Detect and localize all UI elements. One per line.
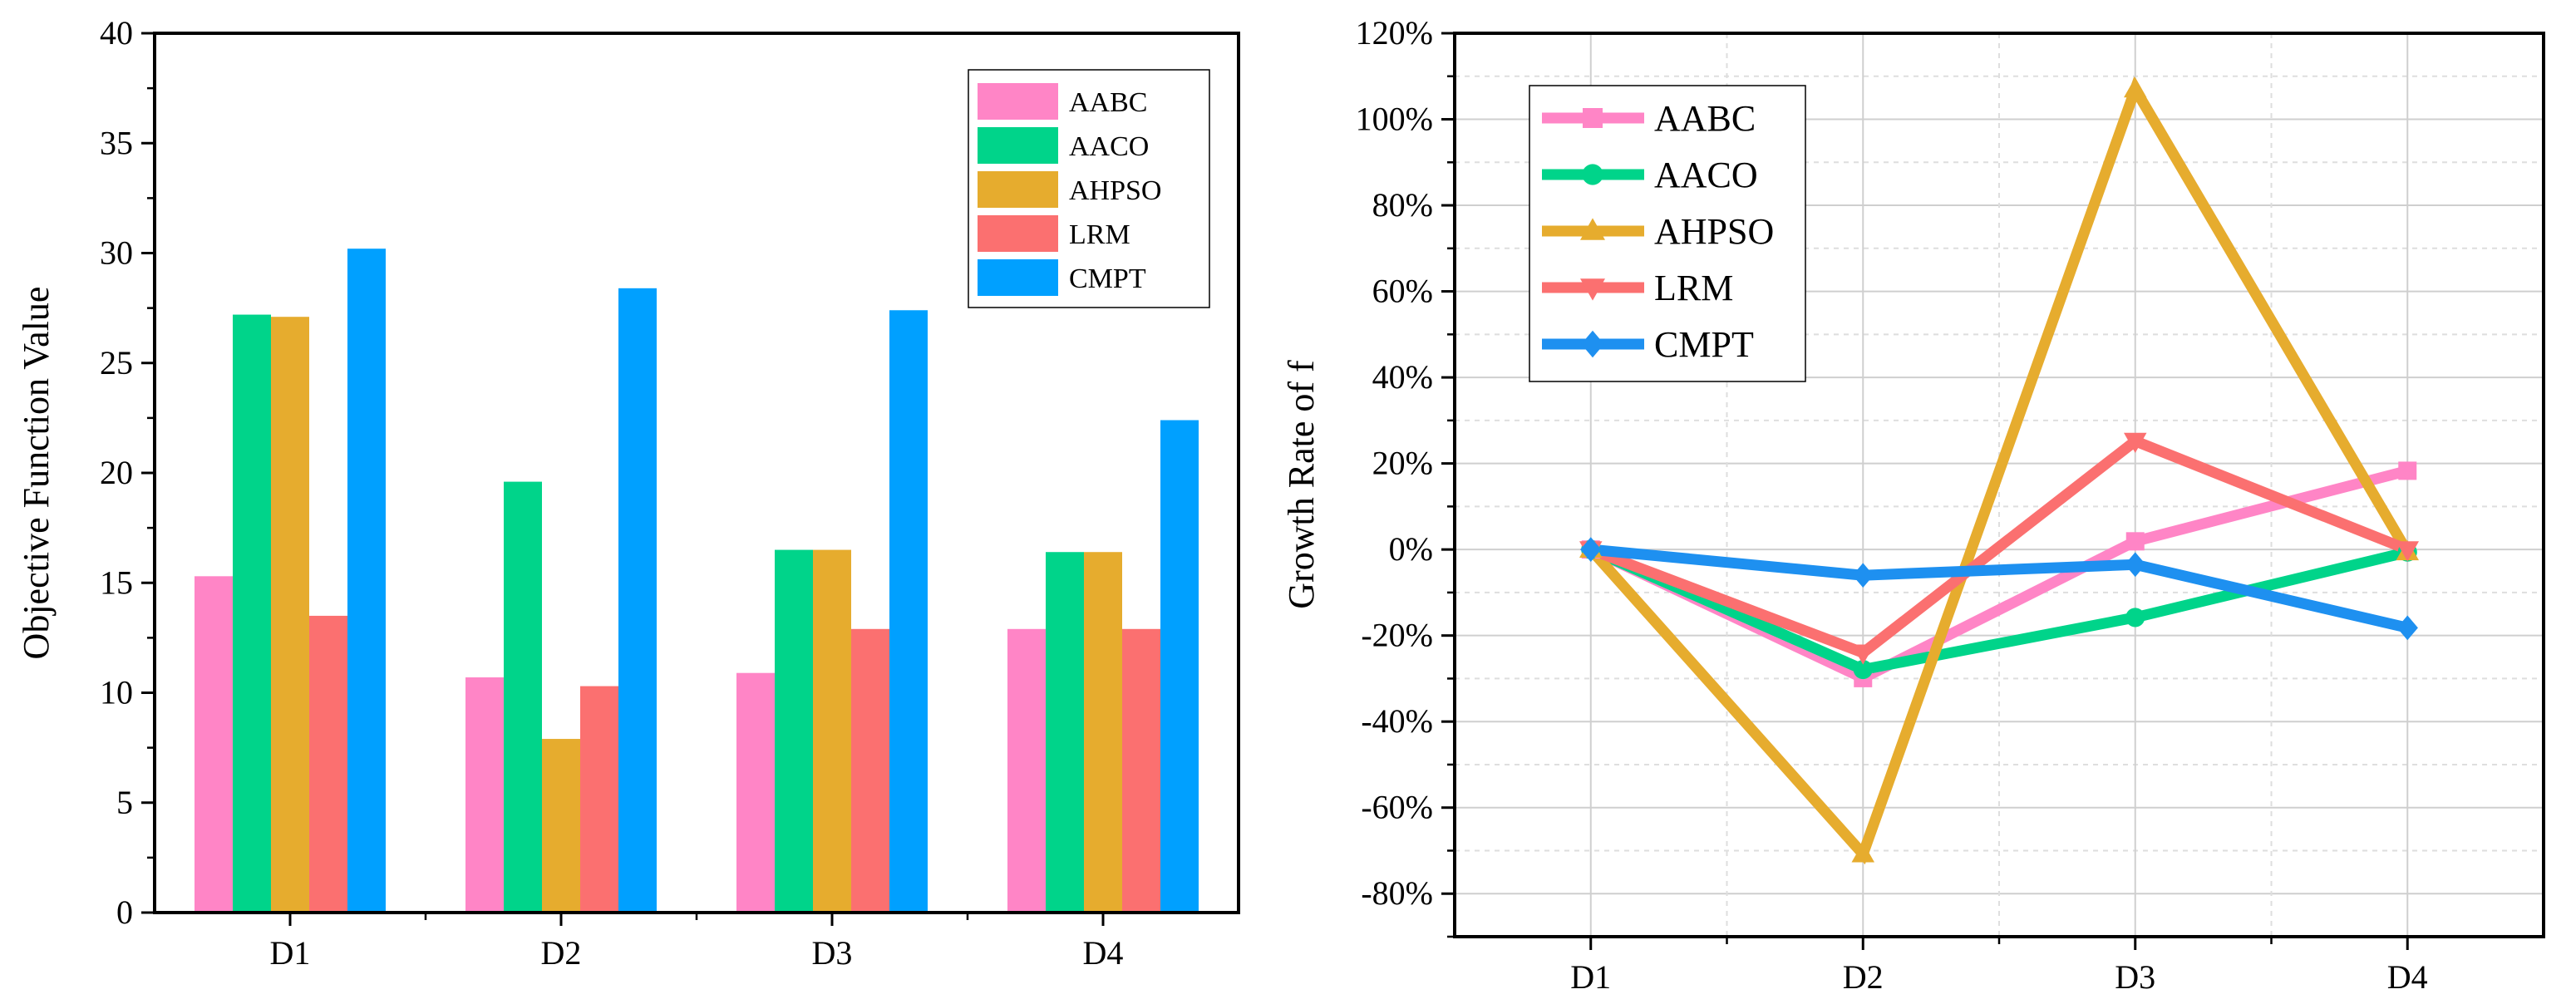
- line-x-tick-label: D4: [2387, 958, 2428, 996]
- line-series-ahpso: [1585, 76, 2413, 865]
- line-point-ahpso-d3: [2124, 76, 2147, 98]
- line-legend-label-ahpso: AHPSO: [1654, 211, 1774, 252]
- line-series-aaco: [1585, 544, 2413, 676]
- bar-legend-label-lrm: LRM: [1069, 219, 1130, 250]
- line-legend-label-aaco: AACO: [1654, 155, 1758, 195]
- bar-legend-swatch-ahpso: [978, 171, 1058, 208]
- bar-ahpso-d1: [271, 317, 309, 913]
- line-point-aaco-d3: [2125, 608, 2145, 628]
- bar-legend-swatch-lrm: [978, 215, 1058, 252]
- line-y-tick-label: 100%: [1356, 101, 1433, 138]
- line-y-axis-title: Growth Rate of f: [1281, 360, 1322, 609]
- line-y-tick-label: -60%: [1361, 789, 1433, 826]
- line-y-tick-label: -80%: [1361, 874, 1433, 912]
- bar-legend-label-aabc: AABC: [1069, 87, 1147, 118]
- line-legend-label-cmpt: CMPT: [1654, 324, 1754, 365]
- bar-aabc-d2: [465, 677, 504, 913]
- line-point-lrm-d4: [2396, 541, 2419, 562]
- line-legend-marker-ahpso: [1580, 218, 1605, 240]
- line-point-cmpt-d4: [2396, 615, 2418, 641]
- bar-x-tick-label: D1: [270, 934, 311, 972]
- bar-lrm-d1: [309, 615, 347, 913]
- bar-aaco-d2: [504, 481, 542, 913]
- line-x-tick-label: D3: [2115, 958, 2155, 996]
- bar-y-ticks: 0 5 10 15 20 25 30 35 40: [100, 14, 155, 931]
- bar-y-axis-title: Objective Function Value: [16, 287, 57, 660]
- bar-aaco-d1: [233, 314, 271, 913]
- bar-x-tick-label: D4: [1083, 934, 1124, 972]
- bar-y-tick-label: 15: [100, 564, 133, 601]
- bar-legend-swatch-cmpt: [978, 259, 1058, 296]
- bar-legend: AABC AACO AHPSO LRM CMPT: [968, 69, 1210, 308]
- line-y-tick-label: 80%: [1372, 186, 1433, 224]
- bar-cmpt-d2: [618, 288, 657, 913]
- bar-lrm-d3: [851, 628, 889, 913]
- line-point-lrm-d2: [1851, 644, 1874, 665]
- line-point-cmpt-d3: [2125, 552, 2146, 578]
- bar-series-group: [195, 249, 1199, 913]
- bar-chart: 0 5 10 15 20 25 30 35 40 D1 D2 D3 D4 Objective Func…: [16, 14, 1240, 972]
- line-point-lrm-d3: [2124, 432, 2147, 454]
- line-legend-label-lrm: LRM: [1654, 268, 1733, 308]
- bar-lrm-d2: [580, 686, 618, 913]
- line-point-cmpt-d1: [1580, 537, 1602, 562]
- bar-legend-label-aaco: AACO: [1069, 131, 1149, 162]
- line-x-tick-label: D2: [1843, 958, 1884, 996]
- line-legend-label-aabc: AABC: [1654, 98, 1756, 139]
- line-legend-marker-lrm: [1580, 278, 1605, 301]
- bar-y-tick-label: 20: [100, 454, 133, 491]
- bar-legend-swatch-aabc: [978, 83, 1058, 120]
- bar-x-ticks: D1 D2 D3 D4: [270, 913, 1124, 972]
- line-series-cmpt: [1585, 544, 2413, 633]
- line-y-tick-label: -20%: [1361, 617, 1433, 654]
- bar-legend-label-cmpt: CMPT: [1069, 263, 1146, 294]
- line-y-tick-label: 120%: [1356, 14, 1433, 52]
- line-legend-marker-aabc: [1583, 108, 1603, 128]
- line-y-tick-label: 0%: [1389, 530, 1433, 568]
- line-legend: AABC AACO AHPSO LRM CMPT: [1529, 85, 1806, 382]
- line-point-aaco-d2: [1853, 660, 1873, 680]
- line-point-cmpt-d2: [1852, 563, 1874, 588]
- bar-ahpso-d4: [1084, 552, 1122, 913]
- line-series-lrm: [1585, 435, 2413, 659]
- bar-y-tick-label: 5: [116, 784, 133, 821]
- line-legend-marker-cmpt: [1581, 330, 1604, 358]
- bar-ahpso-d3: [813, 549, 851, 913]
- bar-cmpt-d4: [1160, 420, 1199, 913]
- bar-aaco-d3: [775, 549, 813, 913]
- bar-lrm-d4: [1122, 628, 1160, 913]
- bar-y-tick-label: 35: [100, 124, 133, 161]
- bar-y-tick-label: 30: [100, 234, 133, 272]
- line-y-tick-label: 60%: [1372, 273, 1433, 310]
- line-point-aabc-d4: [2398, 461, 2417, 480]
- bar-y-tick-label: 10: [100, 674, 133, 711]
- bar-y-tick-label: 40: [100, 14, 133, 52]
- bar-ahpso-d2: [542, 739, 580, 913]
- bar-y-tick-label: 25: [100, 344, 133, 381]
- line-y-tick-label: 40%: [1372, 358, 1433, 396]
- bar-aaco-d4: [1046, 552, 1084, 913]
- bar-aabc-d3: [736, 672, 775, 913]
- line-y-ticks: -80% -60% -40% -20% 0% 20% 40% 60% 80% 100% 120%: [1356, 14, 1455, 938]
- line-chart: -80% -60% -40% -20% 0% 20% 40% 60% 80% 100% 120% D…: [1281, 14, 2545, 996]
- line-series-group: [1579, 76, 2419, 865]
- bar-x-tick-label: D2: [541, 934, 582, 972]
- bar-cmpt-d1: [347, 249, 386, 913]
- line-point-ahpso-d2: [1851, 842, 1874, 863]
- bar-aabc-d4: [1007, 628, 1046, 913]
- line-y-tick-label: -40%: [1361, 702, 1433, 740]
- line-legend-marker-aaco: [1582, 164, 1603, 185]
- bar-cmpt-d3: [889, 310, 928, 913]
- bar-x-tick-label: D3: [812, 934, 853, 972]
- line-x-tick-label: D1: [1570, 958, 1611, 996]
- line-x-ticks: D1 D2 D3 D4: [1570, 937, 2428, 996]
- bar-legend-label-ahpso: AHPSO: [1069, 175, 1161, 206]
- bar-y-tick-label: 0: [116, 893, 133, 931]
- line-point-aabc-d3: [2125, 532, 2145, 551]
- line-y-tick-label: 20%: [1372, 445, 1433, 482]
- bar-aabc-d1: [195, 576, 233, 913]
- bar-legend-swatch-aaco: [978, 127, 1058, 164]
